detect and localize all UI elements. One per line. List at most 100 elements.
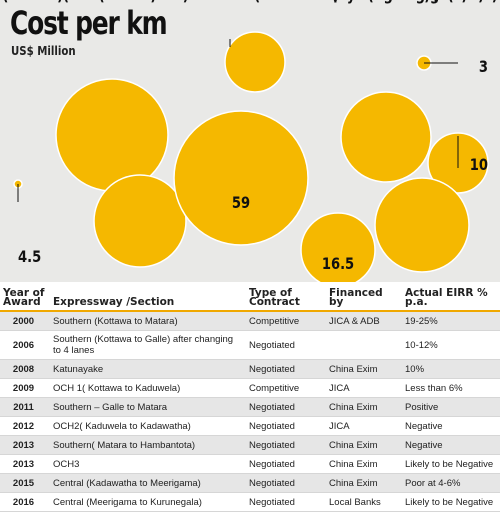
table-row: 2012 OCH2( Kaduwela to Kadawatha) Negotiat… [0,416,500,436]
cell-financed: China Exim [326,397,402,417]
bubble-label-line: Central [359,0,413,4]
bubble-label-line: Hambantota) [91,0,188,4]
bubble-value-5: 10 [470,156,488,175]
cell-eirr: Likely to be Negative [402,492,500,512]
bubble-label-line: Galle) [454,0,498,4]
bubble-value-7: 20 [131,0,149,4]
table-row: 2011 Southern – Galle to Matara Negotiated… [0,397,500,417]
bubble-label-line: ( Matara to [99,0,182,4]
bubble-value-4: 29 [377,0,395,4]
cell-section: Southern – Galle to Matara [50,397,246,417]
cell-eirr: 10% [402,359,500,379]
cell-eirr: Negative [402,435,500,455]
bubble-value-8: 16.5 [322,255,354,274]
cell-section: Central (Kadawatha to Meerigama) [50,473,246,493]
cell-section: OCH2( Kaduwela to Kadawatha) [50,416,246,436]
bubble-4 [340,91,432,183]
cell-contract: Competitive [246,311,326,331]
cell-eirr: Positive [402,397,500,417]
bubble-label-line: Central [395,0,449,4]
bubble-label-line: Southern [442,0,500,4]
cell-financed: JICA & ADB [326,311,402,331]
cell-financed: China Exim [326,359,402,379]
cell-year: 2008 [0,359,50,379]
cell-eirr: 10-12% [402,330,500,360]
table-row: 2013 Southern( Matara to Hambantota) Negot… [0,435,500,455]
cell-year: 2013 [0,435,50,455]
bubble-label-8: Katunayake 16.5 [294,0,381,273]
cell-contract: Negotiated [246,359,326,379]
cell-contract: Negotiated [246,454,326,474]
bubble-value-3: 59 [232,194,250,213]
cell-financed: JICA [326,416,402,436]
bubble-value-1: 3 [479,58,488,77]
cell-section: Southern (Kottawa to Matara) [50,311,246,331]
header-year: Year of Award [0,283,50,312]
cell-section: Southern (Kottawa to Galle) after changi… [50,330,246,360]
cell-financed [326,330,402,360]
bubble-label-line: Katunayake [294,0,381,4]
bubble-value-2: 43 [103,0,121,4]
cell-year: 2009 [0,378,50,398]
cell-section: Katunayake [50,359,246,379]
bubble-label-line: (Kaduwela to [63,0,161,4]
bubble-label-line: Southern [0,0,68,4]
cell-contract: Negotiated [246,397,326,417]
cell-eirr: Likely to be Negative [402,454,500,474]
bubble-label-line: OCH3 [221,0,262,4]
bubble-value-0: 19 [291,0,309,4]
bubble-label-line: (Meerigama to [368,0,476,4]
cell-contract: Negotiated [246,492,326,512]
bubble-label-line: Southern [106,0,174,4]
bubble-label-line: Kadawatha) [68,0,157,4]
cell-contract: Negotiated [246,473,326,493]
cell-section: Southern( Matara to Hambantota) [50,435,246,455]
cell-contract: Competitive [246,378,326,398]
bubble-label-3: OCH3 59 [221,0,262,212]
bubble-label-line: (Galle to [2,0,65,4]
bubble-label-line: Southern (Kottawa [375,0,500,4]
bubble-label-line: Kurunegala) [377,0,468,4]
cell-financed: Local Banks [326,492,402,512]
cell-eirr: Negative [402,416,500,436]
cell-year: 2013 [0,454,50,474]
cell-year: 2015 [0,473,50,493]
table-row: 2008 Katunayake Negotiated China Exim 10% [0,359,500,379]
cell-financed: China Exim [326,473,402,493]
bubble-label-line: Meerigama) [342,0,431,4]
bubble-9 [374,177,470,273]
table-row: 2016 Central (Meerigama to Kurunegala) Neg… [0,492,500,512]
bubble-label-line: Matara) [5,0,63,4]
bubble-label-line: (Kadawatha to [332,0,441,4]
table-row: 2009 OCH 1( Kottawa to Kaduwela) Competiti… [0,378,500,398]
table-row: 2006 Southern (Kottawa to Galle) after ch… [0,330,500,360]
bubble-0 [224,31,286,93]
bubble-label-line: Kaduwela) [261,0,339,4]
table-row: 2013 OCH3 Negotiated China Exim Likely to be… [0,454,500,474]
bubble-label-line: to Matara) [406,0,484,4]
contracts-table: Year of Award Expressway /Section Type o… [0,283,500,512]
chart-subtitle: US$ Million [11,44,76,58]
header-eirr: Actual EIRR % p.a. [402,283,500,312]
bubble-2 [55,78,169,192]
cell-eirr: Poor at 4-6% [402,473,500,493]
bubble-label-line: OCH 1 [277,0,322,4]
cell-year: 2006 [0,330,50,360]
table-row: 2015 Central (Kadawatha to Meerigama) Nego… [0,473,500,493]
bubble-8 [300,212,376,282]
cell-eirr: 19-25% [402,311,500,331]
cell-contract: Negotiated [246,330,326,360]
bubble-label-line: OCH2 [92,0,133,4]
header-section: Expressway /Section [50,283,246,312]
chart-title: Cost per km [10,4,168,42]
bubble-3 [173,110,309,246]
header-contract: Type of Contract [246,283,326,312]
